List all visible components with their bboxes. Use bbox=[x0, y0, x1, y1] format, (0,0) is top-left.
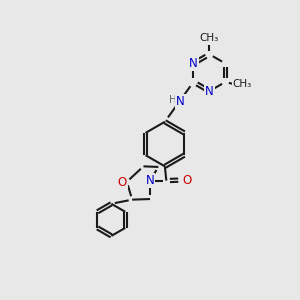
Text: H: H bbox=[169, 95, 176, 105]
Text: N: N bbox=[189, 57, 198, 70]
Text: O: O bbox=[117, 176, 127, 189]
Text: CH₃: CH₃ bbox=[232, 79, 252, 89]
Text: N: N bbox=[205, 85, 214, 98]
Text: N: N bbox=[176, 95, 185, 108]
Text: O: O bbox=[182, 173, 192, 187]
Text: N: N bbox=[146, 174, 154, 187]
Text: CH₃: CH₃ bbox=[200, 33, 219, 43]
